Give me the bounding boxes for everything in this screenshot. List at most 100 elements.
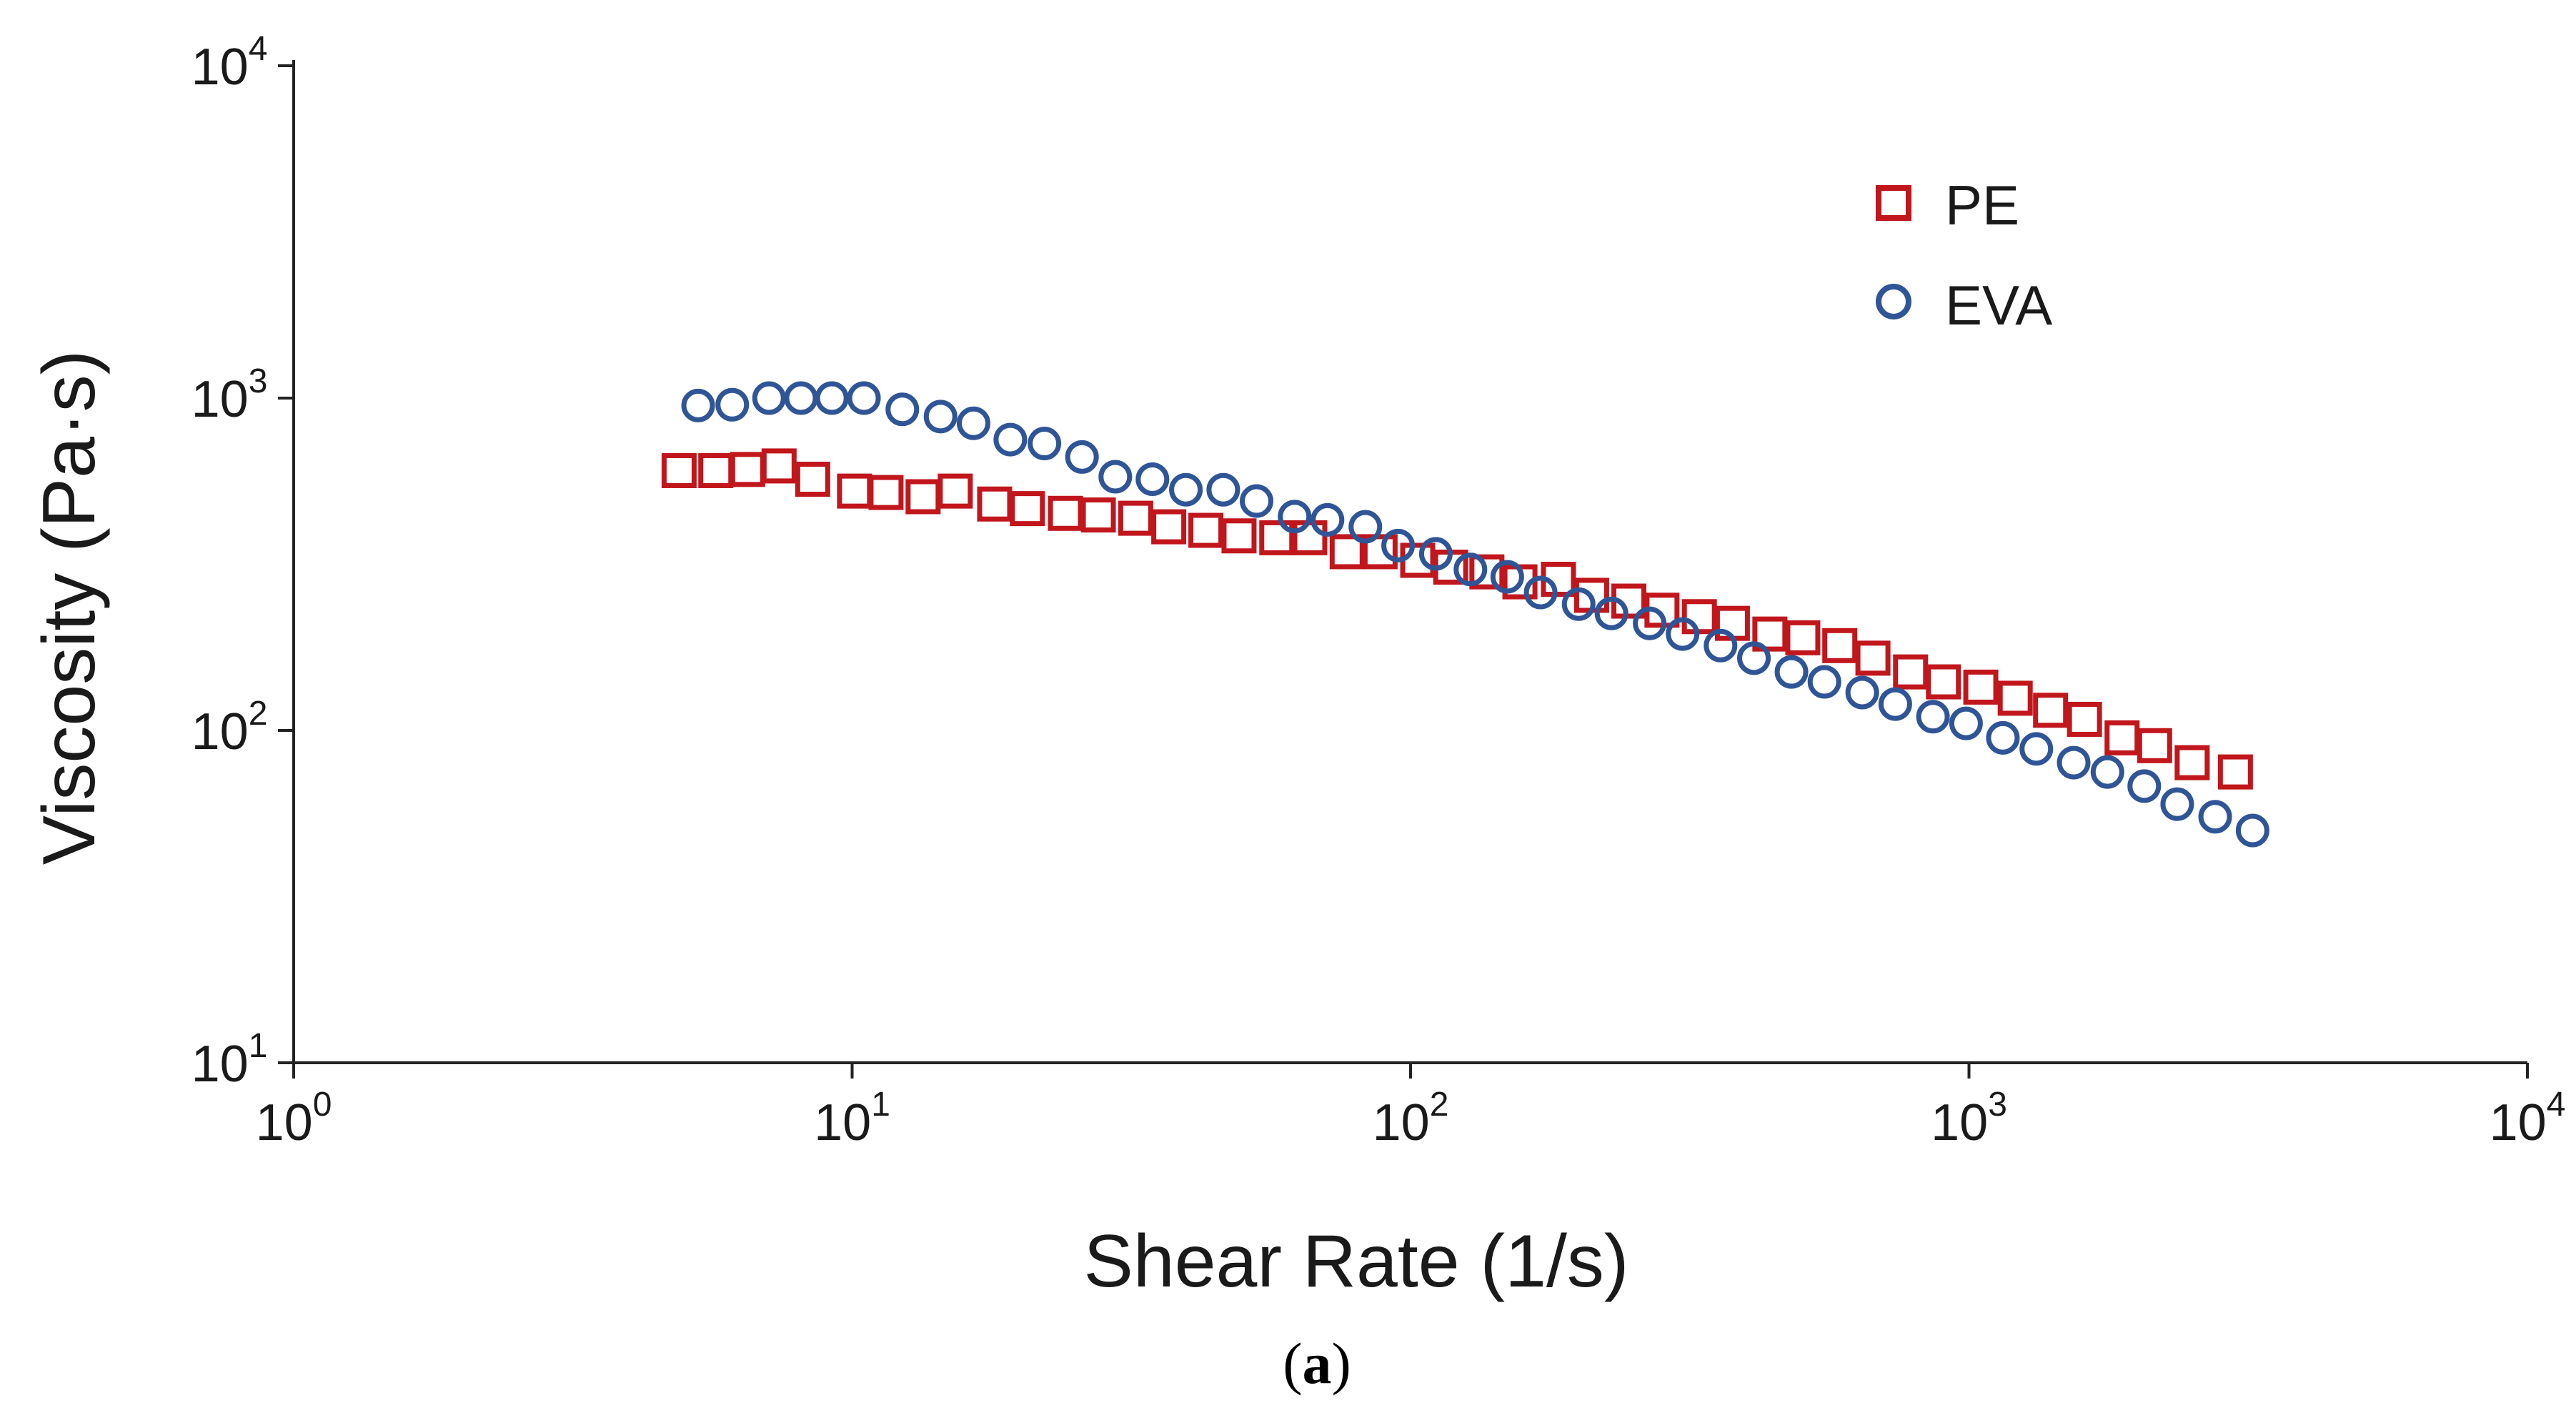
x-axis-ticks: 100 101 102 103 104 [256, 1063, 2566, 1151]
point-pe [2137, 728, 2172, 763]
point-eva [2235, 813, 2269, 848]
legend-label-eva: EVA [1945, 274, 2052, 337]
point-pe [1221, 518, 1257, 554]
point-pe [1400, 542, 1436, 578]
legend-marker-pe [1876, 185, 1911, 221]
point-eva [1381, 528, 1416, 562]
point-eva [1986, 720, 2020, 755]
point-eva [1916, 700, 1950, 734]
point-eva [1418, 537, 1453, 571]
point-eva [1348, 510, 1383, 544]
y-tick-label: 101 [192, 1027, 268, 1093]
point-eva [993, 422, 1028, 457]
point-eva [1774, 655, 1809, 689]
point-eva [1240, 484, 1274, 518]
point-pe [2104, 720, 2140, 755]
figure-caption: (a) [1283, 1331, 1351, 1396]
point-eva [681, 388, 715, 422]
point-eva [1098, 460, 1133, 494]
point-eva [1311, 502, 1345, 537]
point-eva [715, 387, 750, 422]
point-eva [815, 381, 849, 415]
point-pe [1329, 534, 1365, 570]
point-eva [1878, 687, 1912, 721]
point-eva [2057, 745, 2091, 780]
series-eva [681, 381, 2269, 848]
point-eva [923, 400, 958, 434]
x-tick-label: 104 [2490, 1086, 2566, 1151]
point-eva [1633, 606, 1667, 640]
point-pe [1893, 654, 1929, 690]
x-tick-label: 102 [1373, 1086, 1449, 1151]
point-eva [1453, 552, 1488, 587]
point-eva [1028, 427, 1062, 461]
y-axis-ticks: 101 102 103 104 [192, 30, 294, 1093]
point-pe [1963, 669, 1999, 705]
point-pe [1997, 680, 2033, 716]
point-pe [661, 452, 697, 488]
y-axis-title: Viscosity (Pa·s) [28, 350, 111, 865]
point-eva [885, 392, 920, 427]
point-eva [1169, 472, 1203, 507]
point-eva [1278, 500, 1312, 534]
point-pe [1362, 534, 1398, 570]
point-eva [2198, 800, 2232, 834]
point-pe [1752, 616, 1788, 652]
point-pe [1292, 520, 1328, 555]
legend-marker-eva [1876, 284, 1911, 319]
point-eva [1561, 587, 1596, 621]
point-pe [1048, 495, 1083, 531]
point-eva [1594, 596, 1628, 630]
y-tick-label: 104 [192, 30, 268, 96]
point-pe [1926, 664, 1961, 700]
point-eva [2090, 755, 2124, 789]
series-pe [661, 448, 2253, 790]
point-pe [1188, 512, 1224, 548]
point-pe [977, 486, 1013, 522]
y-tick-label: 103 [192, 362, 268, 428]
point-eva [1949, 706, 1983, 740]
point-pe [1855, 640, 1891, 676]
x-tick-label: 101 [814, 1086, 890, 1151]
point-eva [784, 381, 818, 415]
point-eva [2127, 769, 2162, 803]
series-layer [661, 381, 2269, 848]
point-pe [1151, 509, 1187, 545]
point-pe [2067, 701, 2102, 737]
point-eva [752, 381, 786, 415]
point-eva [956, 406, 990, 440]
point-eva [1065, 440, 1099, 474]
point-pe [1681, 599, 1717, 635]
point-pe [761, 448, 797, 484]
point-eva [1135, 462, 1170, 497]
point-pe [837, 473, 872, 509]
point-pe [938, 473, 973, 509]
point-pe [905, 479, 941, 515]
x-tick-label: 100 [256, 1086, 332, 1151]
point-pe [1469, 554, 1505, 590]
point-eva [1666, 617, 1700, 651]
point-eva [847, 381, 881, 415]
point-eva [1807, 665, 1841, 699]
point-pe [2033, 693, 2069, 728]
point-pe [1118, 500, 1153, 536]
x-tick-label: 103 [1931, 1086, 2007, 1151]
legend: PE EVA [1876, 174, 2052, 337]
point-pe [1080, 497, 1116, 533]
x-axis-title: Shear Rate (1/s) [1084, 1220, 1629, 1303]
point-eva [1845, 675, 1879, 710]
point-eva [1737, 641, 1771, 675]
point-pe [1259, 520, 1295, 555]
point-pe [1010, 491, 1045, 527]
y-tick-label: 102 [192, 695, 268, 760]
point-pe [2217, 754, 2253, 790]
point-pe [1822, 628, 1858, 663]
point-pe [1785, 620, 1821, 655]
point-eva [1704, 628, 1738, 663]
point-pe [795, 462, 830, 497]
point-eva [1523, 575, 1558, 610]
point-pe [868, 475, 904, 510]
point-pe [2174, 745, 2210, 780]
